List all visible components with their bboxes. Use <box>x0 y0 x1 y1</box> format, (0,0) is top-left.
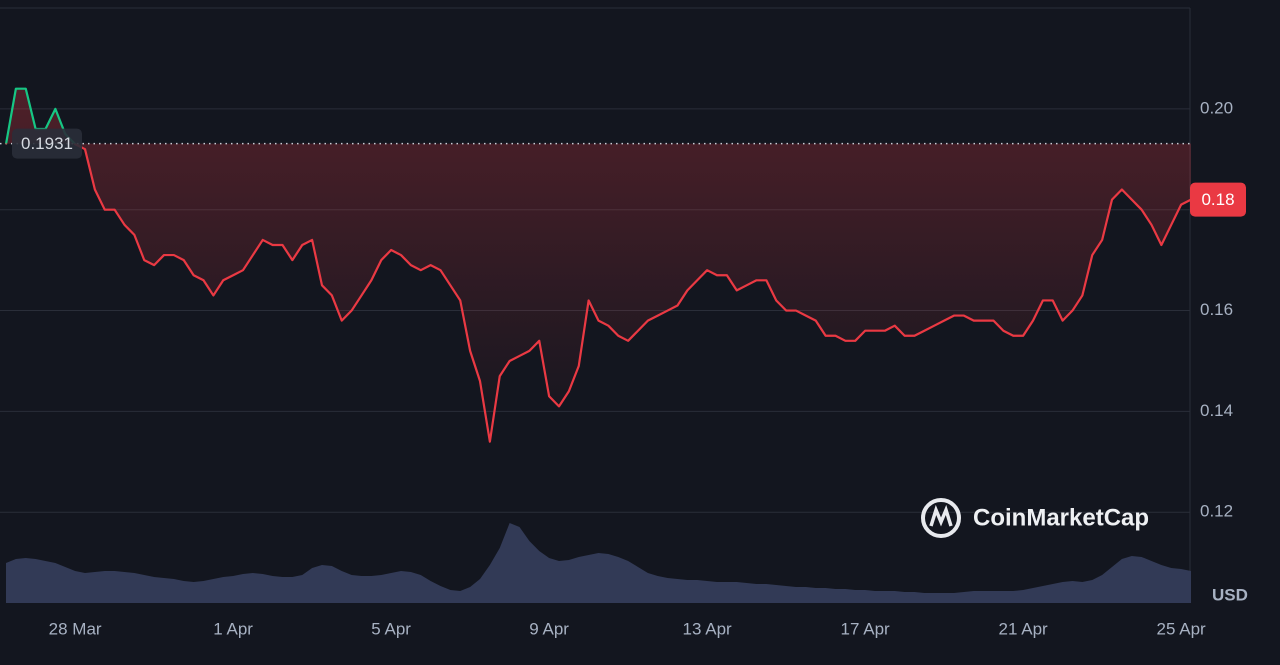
volume-area <box>6 523 1191 603</box>
price-area <box>6 88 1191 442</box>
x-tick-label: 1 Apr <box>213 619 253 638</box>
current-price-badge <box>1190 182 1246 217</box>
labels: 0.12 0.14 0.16 0.18 0.20 28 Mar 1 Apr 5 Apr 9 Ap… <box>12 98 1246 638</box>
x-tick-label: 5 Apr <box>371 619 411 638</box>
x-tick-label: 17 Apr <box>841 619 890 638</box>
x-tick-label: 13 Apr <box>683 619 732 638</box>
y-tick-label: 0.16 <box>1200 300 1233 319</box>
reference-badge <box>12 128 82 159</box>
x-tick-label: 21 Apr <box>999 619 1048 638</box>
volume-layer <box>6 523 1191 603</box>
y-tick-label: 0.20 <box>1200 98 1233 117</box>
y-tick-label: 0.12 <box>1200 502 1233 521</box>
price-line <box>4 87 1192 443</box>
currency-label: USD <box>1212 585 1248 604</box>
x-tick-label: 28 Mar <box>49 619 102 638</box>
x-tick-label: 25 Apr <box>1157 619 1206 638</box>
watermark-logo-mark <box>929 504 953 527</box>
plot-layer <box>0 87 1192 443</box>
current-price-label: 0.18 <box>1201 190 1234 209</box>
watermark: CoinMarketCap <box>921 498 1149 538</box>
x-tick-label: 9 Apr <box>529 619 569 638</box>
watermark-logo <box>921 498 961 538</box>
y-tick-label: 0.14 <box>1200 401 1233 420</box>
watermark-text: CoinMarketCap <box>973 504 1149 531</box>
reference-label: 0.1931 <box>21 134 73 153</box>
